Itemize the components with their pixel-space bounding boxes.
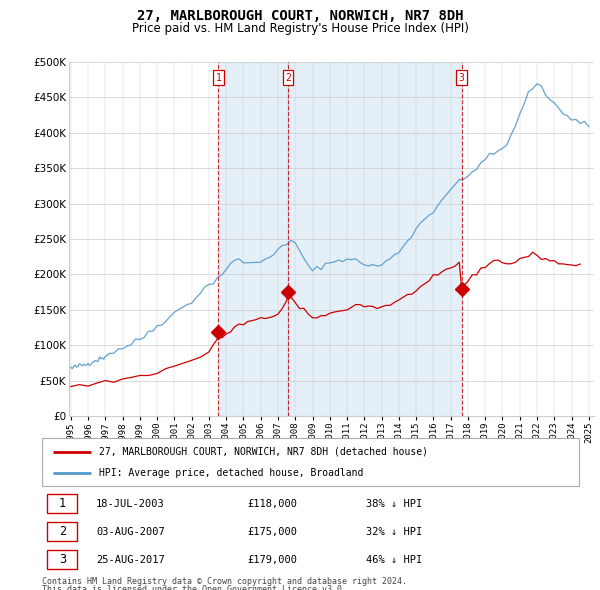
Text: 25-AUG-2017: 25-AUG-2017 <box>96 555 165 565</box>
Bar <box>47 550 77 569</box>
Text: 2: 2 <box>285 73 291 83</box>
Text: 03-AUG-2007: 03-AUG-2007 <box>96 527 165 536</box>
Text: 1: 1 <box>215 73 221 83</box>
Text: 3: 3 <box>459 73 464 83</box>
Text: 46% ↓ HPI: 46% ↓ HPI <box>366 555 422 565</box>
Bar <box>47 522 77 541</box>
Text: 27, MARLBOROUGH COURT, NORWICH, NR7 8DH (detached house): 27, MARLBOROUGH COURT, NORWICH, NR7 8DH … <box>98 447 428 457</box>
Text: Contains HM Land Registry data © Crown copyright and database right 2024.: Contains HM Land Registry data © Crown c… <box>42 577 407 586</box>
Text: £179,000: £179,000 <box>247 555 297 565</box>
Text: £118,000: £118,000 <box>247 499 297 509</box>
Text: 1: 1 <box>59 497 66 510</box>
Text: 32% ↓ HPI: 32% ↓ HPI <box>366 527 422 536</box>
Text: 27, MARLBOROUGH COURT, NORWICH, NR7 8DH: 27, MARLBOROUGH COURT, NORWICH, NR7 8DH <box>137 9 463 23</box>
Text: 2: 2 <box>59 525 66 538</box>
Text: Price paid vs. HM Land Registry's House Price Index (HPI): Price paid vs. HM Land Registry's House … <box>131 22 469 35</box>
Text: £175,000: £175,000 <box>247 527 297 536</box>
Bar <box>47 494 77 513</box>
Bar <box>218 62 288 416</box>
Text: 18-JUL-2003: 18-JUL-2003 <box>96 499 165 509</box>
Text: 3: 3 <box>59 553 66 566</box>
Text: HPI: Average price, detached house, Broadland: HPI: Average price, detached house, Broa… <box>98 468 363 478</box>
Text: This data is licensed under the Open Government Licence v3.0.: This data is licensed under the Open Gov… <box>42 585 347 590</box>
Text: 38% ↓ HPI: 38% ↓ HPI <box>366 499 422 509</box>
Bar <box>288 62 462 416</box>
FancyBboxPatch shape <box>42 438 580 486</box>
